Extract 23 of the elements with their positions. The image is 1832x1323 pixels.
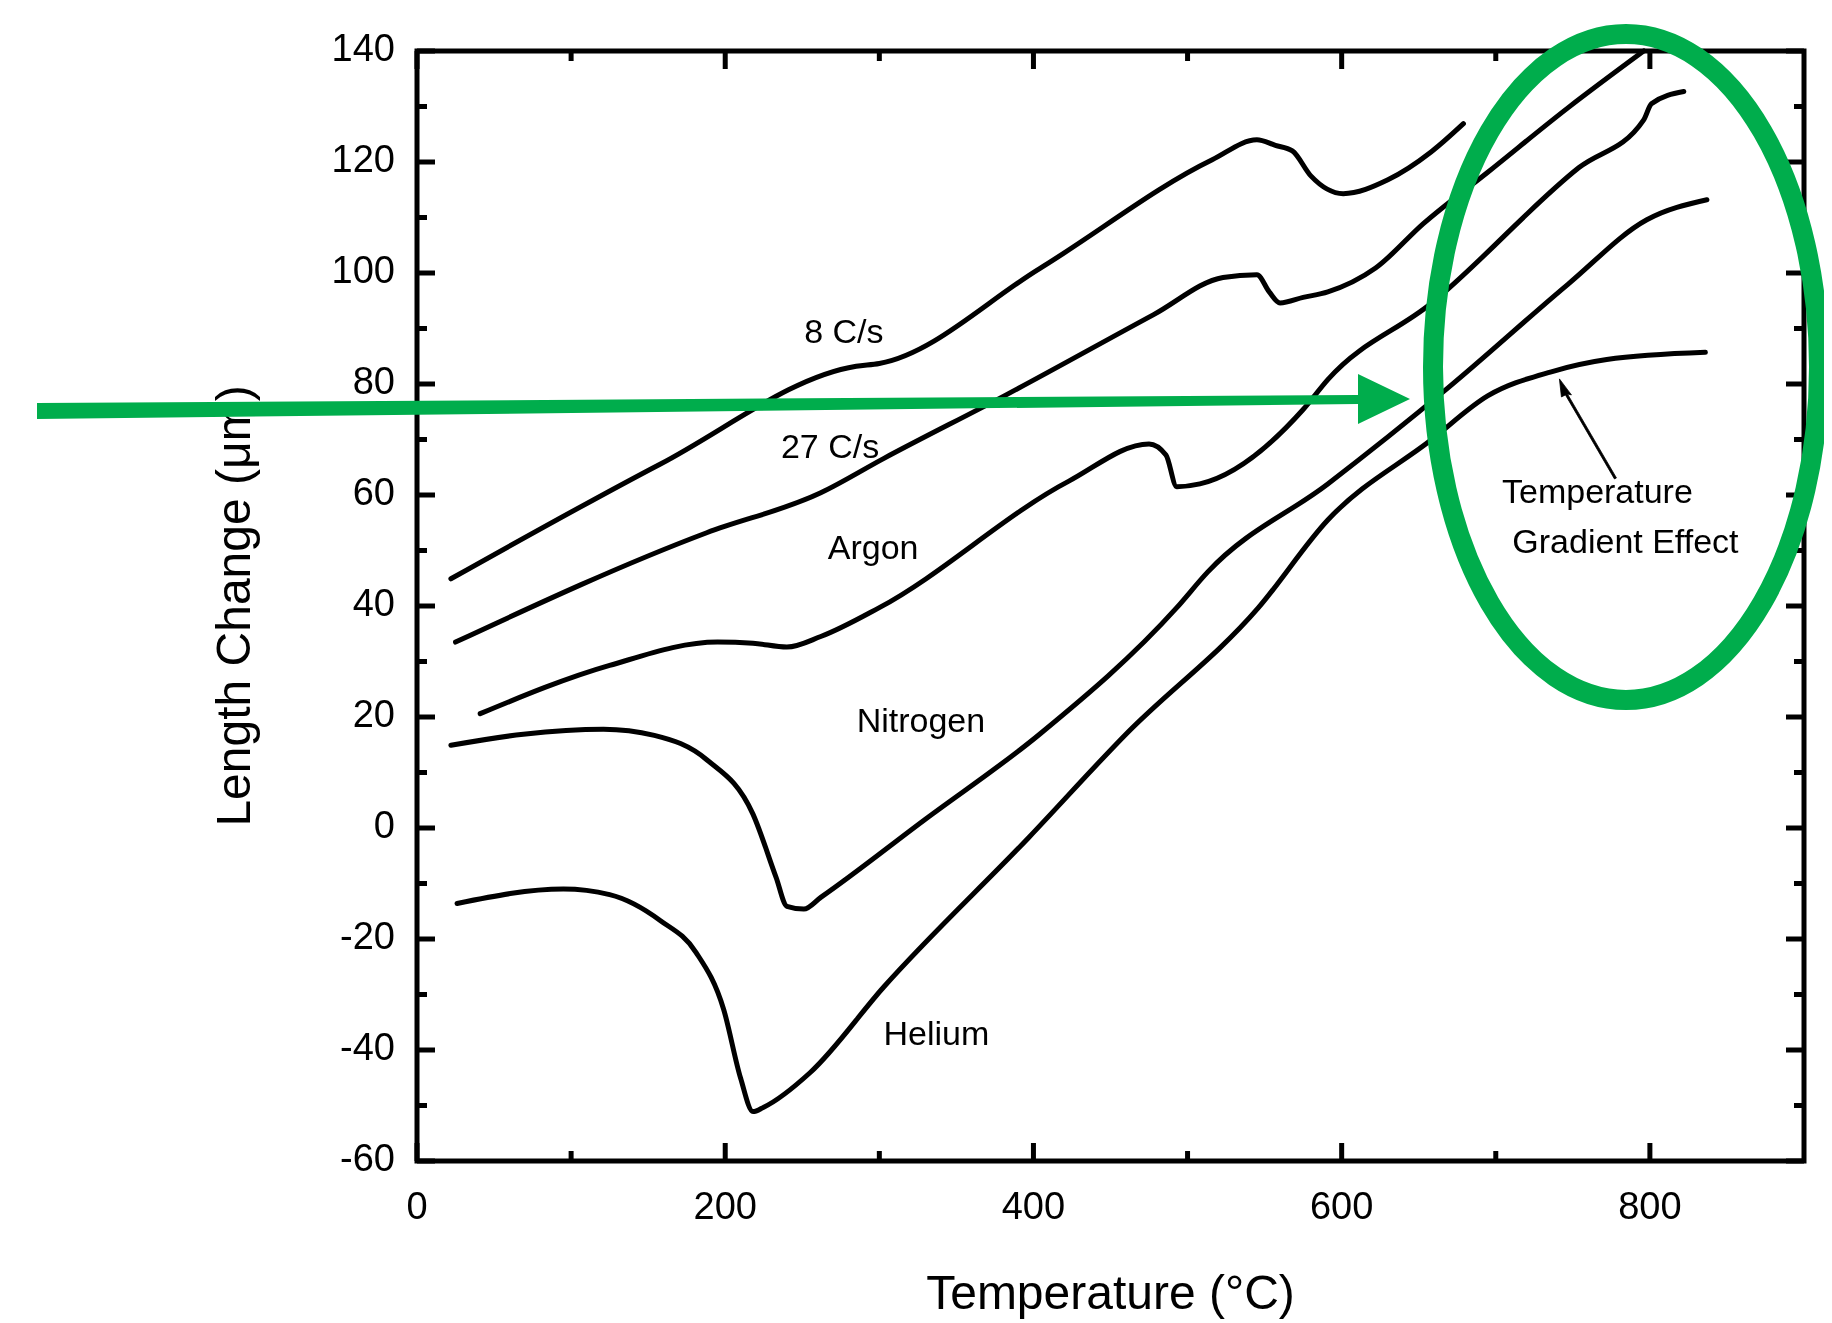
annotation: Temperature Gradient Effect: [1501, 471, 1740, 560]
x-axis-title: Temperature (°C): [926, 1266, 1295, 1319]
y-tick-label: 100: [331, 249, 395, 292]
y-tick-label: -60: [340, 1137, 395, 1180]
y-tick-label: 80: [352, 360, 395, 403]
series-label: Nitrogen: [856, 700, 986, 739]
series-label: 27 C/s: [780, 426, 880, 465]
series-label: 8 C/s: [804, 312, 884, 351]
series-label: Argon: [827, 528, 919, 567]
x-tick-label: 0: [406, 1185, 428, 1227]
y-tick-label: 20: [352, 693, 395, 736]
y-tick-label: -40: [340, 1026, 395, 1069]
x-tick-label: 600: [1309, 1185, 1374, 1227]
x-tick-label: 400: [1001, 1185, 1066, 1227]
series-label: Helium: [883, 1014, 990, 1053]
y-tick-label: 40: [352, 582, 395, 625]
x-tick-label: 200: [693, 1185, 757, 1227]
y-tick-label: -20: [340, 915, 395, 958]
y-tick-label: 140: [331, 27, 395, 70]
y-tick-label: 60: [352, 471, 395, 514]
y-tick-label: 120: [331, 138, 395, 181]
x-tick-label: 800: [1618, 1185, 1682, 1227]
y-tick-label: 0: [373, 804, 395, 847]
